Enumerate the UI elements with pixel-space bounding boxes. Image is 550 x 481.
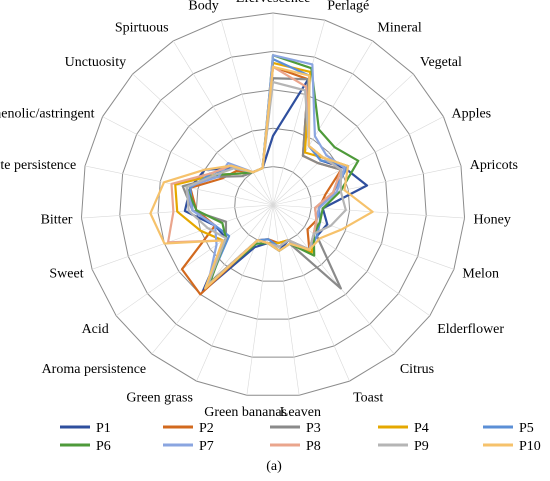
axis-label-unctuosity: Unctuosity (65, 55, 126, 70)
axis-label-vegetal: Vegetal (420, 55, 462, 70)
legend: P1 P2 P3 P4 P5 P6 P7 P8 P9 P10 (60, 421, 541, 454)
grid-spoke (272, 40, 374, 206)
axis-label-toast: Toast (353, 390, 383, 405)
axis-label-green-bananas: Green bananas (204, 405, 287, 420)
grid-spoke (272, 204, 300, 396)
axis-label-elderflower: Elderflower (437, 322, 504, 337)
grid-spoke (172, 40, 274, 206)
grid-spoke (272, 204, 455, 270)
grid-spoke (91, 204, 274, 270)
axis-label-leaven: Leaven (280, 405, 321, 420)
axis-label-acid: Acid (82, 322, 109, 337)
axis-label-mineral: Mineral (377, 20, 421, 35)
grid-spoke (272, 204, 465, 219)
legend-label-p6: P6 (96, 439, 111, 454)
grid-spoke (272, 204, 431, 316)
legend-label-p1: P1 (96, 421, 111, 436)
axis-label-sweet: Sweet (49, 266, 83, 281)
axis-label-apricots: Apricots (470, 158, 518, 173)
axis-label-melon: Melon (462, 266, 499, 281)
grid-ring (119, 50, 427, 358)
grid-spoke (84, 165, 274, 206)
grid-spoke (102, 116, 274, 206)
grid-spoke (132, 73, 274, 206)
axis-label-green-grass: Green grass (126, 390, 192, 405)
axis-label-spirtuous: Spirtuous (115, 20, 169, 35)
axis-label-perlag: Perlagé (327, 0, 369, 13)
grid-ring (80, 12, 466, 396)
legend-label-p8: P8 (306, 439, 321, 454)
series-line-p10 (149, 65, 374, 290)
subfigure-label: (a) (266, 459, 282, 474)
legend-label-p2: P2 (199, 421, 214, 436)
legend-label-p7: P7 (199, 439, 214, 454)
grid-spoke (272, 204, 395, 355)
grid-spoke (196, 204, 274, 382)
axis-label-bitter: Bitter (41, 213, 73, 228)
grid-spoke (272, 20, 326, 206)
axis-label-citrus: Citrus (400, 362, 434, 377)
grid-spoke (272, 204, 350, 382)
legend-label-p5: P5 (519, 421, 534, 436)
grid-spoke (220, 20, 274, 206)
axis-label-body: Body (188, 0, 218, 13)
axis-label-aroma-persistence: Aroma persistence (42, 362, 147, 377)
axis-label-phenolic-astringent: Phenolic/astringent (0, 107, 95, 122)
grid-spoke (115, 204, 274, 316)
grid-ring (157, 89, 389, 320)
grid-spoke (272, 73, 414, 206)
legend-label-p4: P4 (414, 421, 429, 436)
legend-label-p9: P9 (414, 439, 429, 454)
axis-label-taste-persistence: Taste persistence (0, 158, 76, 173)
grid-spoke (246, 204, 274, 396)
legend-label-p10: P10 (519, 439, 541, 454)
axis-label-honey: Honey (474, 213, 511, 228)
legend-label-p3: P3 (306, 421, 321, 436)
radar-series (149, 54, 374, 296)
axis-label-apples: Apples (451, 107, 491, 122)
axis-label-efervescence: Efervescence (236, 0, 311, 6)
series-line-p9 (185, 81, 347, 287)
axis-labels: Efervescence Perlagé Mineral Vegetal Apples A… (0, 0, 518, 420)
radar-spokes (81, 13, 465, 396)
